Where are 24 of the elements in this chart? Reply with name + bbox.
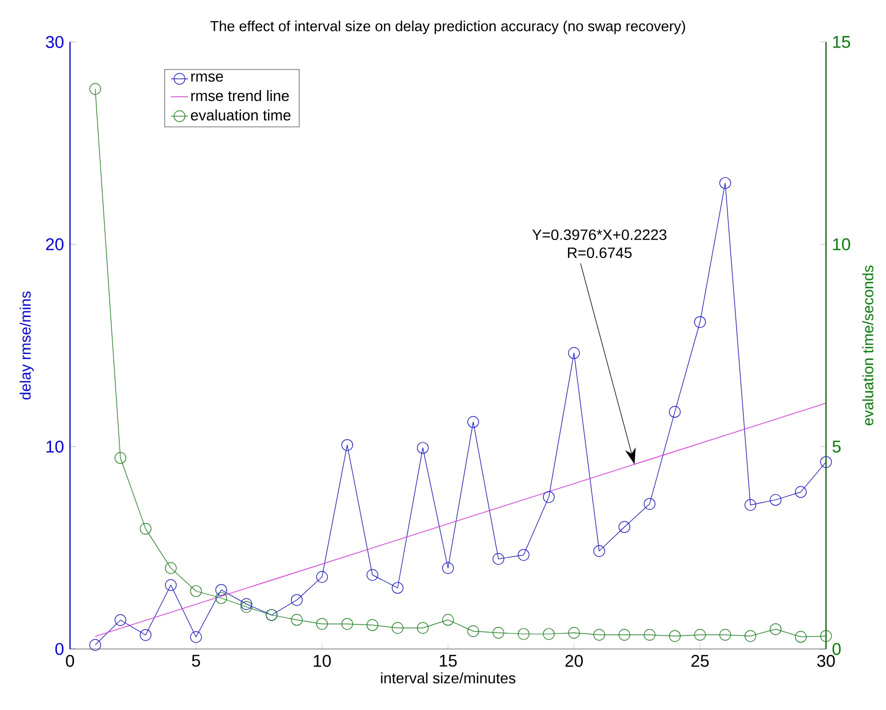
y2-tick-label: 15 bbox=[833, 36, 850, 48]
y-axis-title: delay rmse/mins bbox=[20, 291, 34, 400]
y-tick-label: 0 bbox=[55, 642, 64, 656]
x-tick-label: 10 bbox=[314, 654, 331, 667]
x-tick-label: 5 bbox=[192, 654, 200, 667]
x-axis-title: interval size/minutes bbox=[381, 672, 516, 684]
y-tick-label: 10 bbox=[46, 440, 64, 453]
y2-tick-label: 5 bbox=[832, 440, 841, 453]
x-tick-label: 20 bbox=[565, 654, 583, 667]
x-tick-label: 25 bbox=[691, 654, 709, 667]
legend-label: rmse trend line bbox=[191, 90, 289, 102]
annotation: R=0.6745 bbox=[568, 247, 632, 258]
legend-label: evaluation time bbox=[190, 109, 290, 120]
y2-tick-label: 10 bbox=[833, 238, 850, 250]
chart-title: The effect of interval size on delay prediction accuracy (no swap recovery) bbox=[210, 20, 686, 34]
x-tick-label: 15 bbox=[440, 654, 457, 667]
y-tick-label: 30 bbox=[46, 36, 64, 48]
x-tick-label: 30 bbox=[817, 654, 835, 667]
y-tick-label: 20 bbox=[46, 238, 64, 250]
legend-label: rmse bbox=[191, 73, 223, 82]
annotation: Y=0.3976*X+0.2223 bbox=[532, 229, 666, 240]
y2-axis-title: evaluation time/seconds bbox=[862, 266, 874, 426]
x-tick-label: 0 bbox=[66, 654, 74, 667]
y2-tick-label: 0 bbox=[832, 642, 841, 656]
